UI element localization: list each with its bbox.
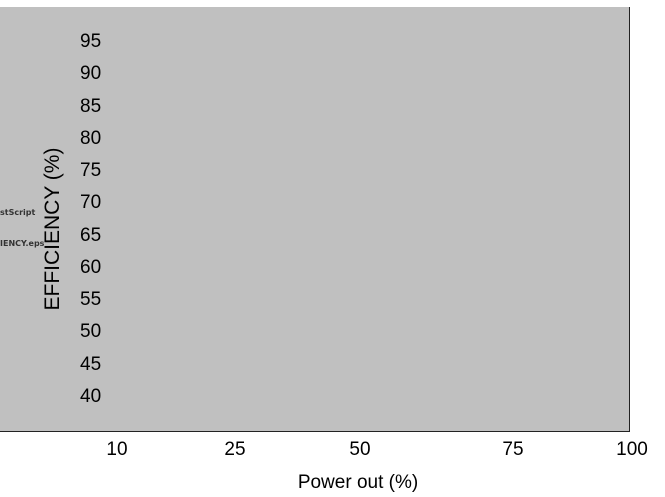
y-tick-label: 95 xyxy=(80,31,102,52)
x-tick-label: 100 xyxy=(616,439,648,460)
y-tick-label: 50 xyxy=(80,321,102,343)
plot-area xyxy=(0,7,630,432)
y-tick-label: 40 xyxy=(80,386,102,407)
overlay-text-filename: IENCY.eps xyxy=(0,239,45,248)
plot-right-border xyxy=(629,7,630,432)
x-tick-label: 50 xyxy=(349,439,371,460)
x-tick-label: 75 xyxy=(502,439,524,460)
y-tick-label: 55 xyxy=(80,289,102,311)
y-tick-label: 45 xyxy=(80,353,102,375)
y-tick-label: 90 xyxy=(80,63,102,85)
y-tick-label: 80 xyxy=(80,127,102,149)
x-tick-label: 10 xyxy=(106,439,128,460)
x-axis-label: Power out (%) xyxy=(297,472,419,493)
y-tick-label: 65 xyxy=(80,224,102,246)
y-tick-label: 85 xyxy=(80,95,102,117)
x-tick-label: 25 xyxy=(224,439,246,460)
y-tick-label: 70 xyxy=(80,192,102,214)
y-axis-label: EFFICIENCY (%) xyxy=(41,147,64,311)
y-tick-label: 75 xyxy=(80,160,102,182)
overlay-text-postscript: stScript xyxy=(0,208,36,217)
y-tick-label: 60 xyxy=(80,256,102,278)
x-axis-line xyxy=(0,431,630,432)
